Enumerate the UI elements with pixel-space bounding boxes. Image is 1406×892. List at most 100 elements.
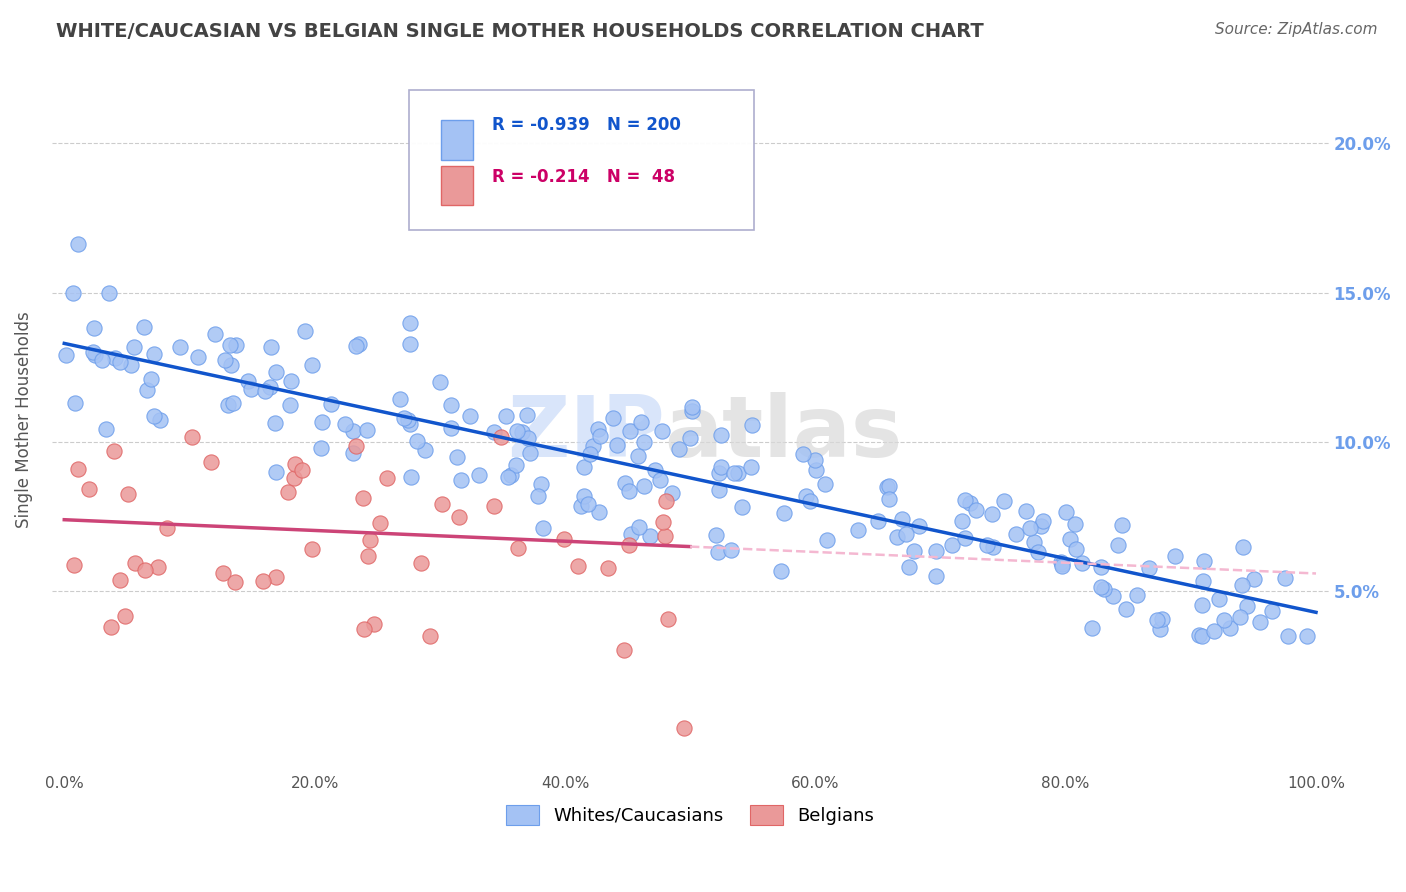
Point [110,354,132,368]
Point [614,475,637,490]
Point [63,558,86,572]
Point [657,612,679,626]
Point [815,533,838,547]
Point [124,556,146,570]
Point [309,441,332,455]
Point [278,398,301,412]
Point [588,505,610,519]
Point [709,467,731,481]
Point [1024,534,1046,549]
Point [83,321,105,335]
Point [1243,572,1265,586]
Point [375,471,398,485]
Point [976,538,998,552]
Point [707,483,730,498]
Point [569,499,592,513]
Point [238,374,260,388]
Point [868,514,890,528]
Point [280,374,302,388]
Point [359,533,381,547]
Point [613,643,636,657]
Point [134,563,156,577]
Point [132,320,155,334]
Point [290,463,312,477]
Point [527,489,550,503]
Point [1230,578,1253,592]
Point [1191,598,1213,612]
Point [149,413,172,427]
Point [357,549,380,563]
Text: Source: ZipAtlas.com: Source: ZipAtlas.com [1215,22,1378,37]
Point [62,285,84,300]
Point [707,545,730,559]
Point [648,473,671,487]
Point [741,418,763,433]
Point [114,609,136,624]
Point [516,408,538,422]
Point [264,570,287,584]
Point [225,338,247,352]
Point [582,439,605,453]
Point [368,516,391,530]
Point [301,358,323,372]
Point [720,543,742,558]
Point [491,430,513,444]
Point [1229,610,1251,624]
Point [588,429,610,443]
Point [55,348,77,362]
Point [681,404,703,418]
Point [1249,615,1271,629]
Point [396,413,419,427]
Point [142,347,165,361]
Point [181,430,204,444]
Point [187,350,209,364]
Point [567,559,589,574]
Point [651,516,673,530]
FancyBboxPatch shape [409,89,754,230]
Point [1164,549,1187,563]
Point [586,422,609,436]
Point [1070,556,1092,570]
Point [1208,591,1230,606]
Point [772,506,794,520]
Point [506,425,529,439]
Point [627,520,650,534]
Point [1029,519,1052,533]
Point [1191,574,1213,588]
Point [953,531,976,545]
Point [82,345,104,359]
Point [447,510,470,524]
Point [77,482,100,496]
Point [103,443,125,458]
Point [661,485,683,500]
Point [1188,628,1211,642]
Point [294,324,316,338]
Point [1204,624,1226,638]
Point [903,544,925,558]
Point [1005,527,1028,541]
Point [908,518,931,533]
Point [651,424,673,438]
Point [460,409,482,424]
Point [981,541,1004,555]
Point [627,449,650,463]
Point [260,340,283,354]
Point [1090,580,1112,594]
Point [619,538,641,552]
Point [283,471,305,485]
Y-axis label: Single Mother Households: Single Mother Households [15,311,32,528]
Text: R = -0.939   N = 200: R = -0.939 N = 200 [492,116,681,134]
Point [1081,621,1104,635]
Point [264,416,287,430]
Point [240,382,263,396]
Point [84,348,107,362]
Point [363,617,385,632]
Point [1028,545,1050,559]
Point [814,477,837,491]
Point [630,415,652,429]
Point [1059,532,1081,546]
Point [1277,629,1299,643]
Point [1261,604,1284,618]
Point [792,447,814,461]
Point [1146,613,1168,627]
